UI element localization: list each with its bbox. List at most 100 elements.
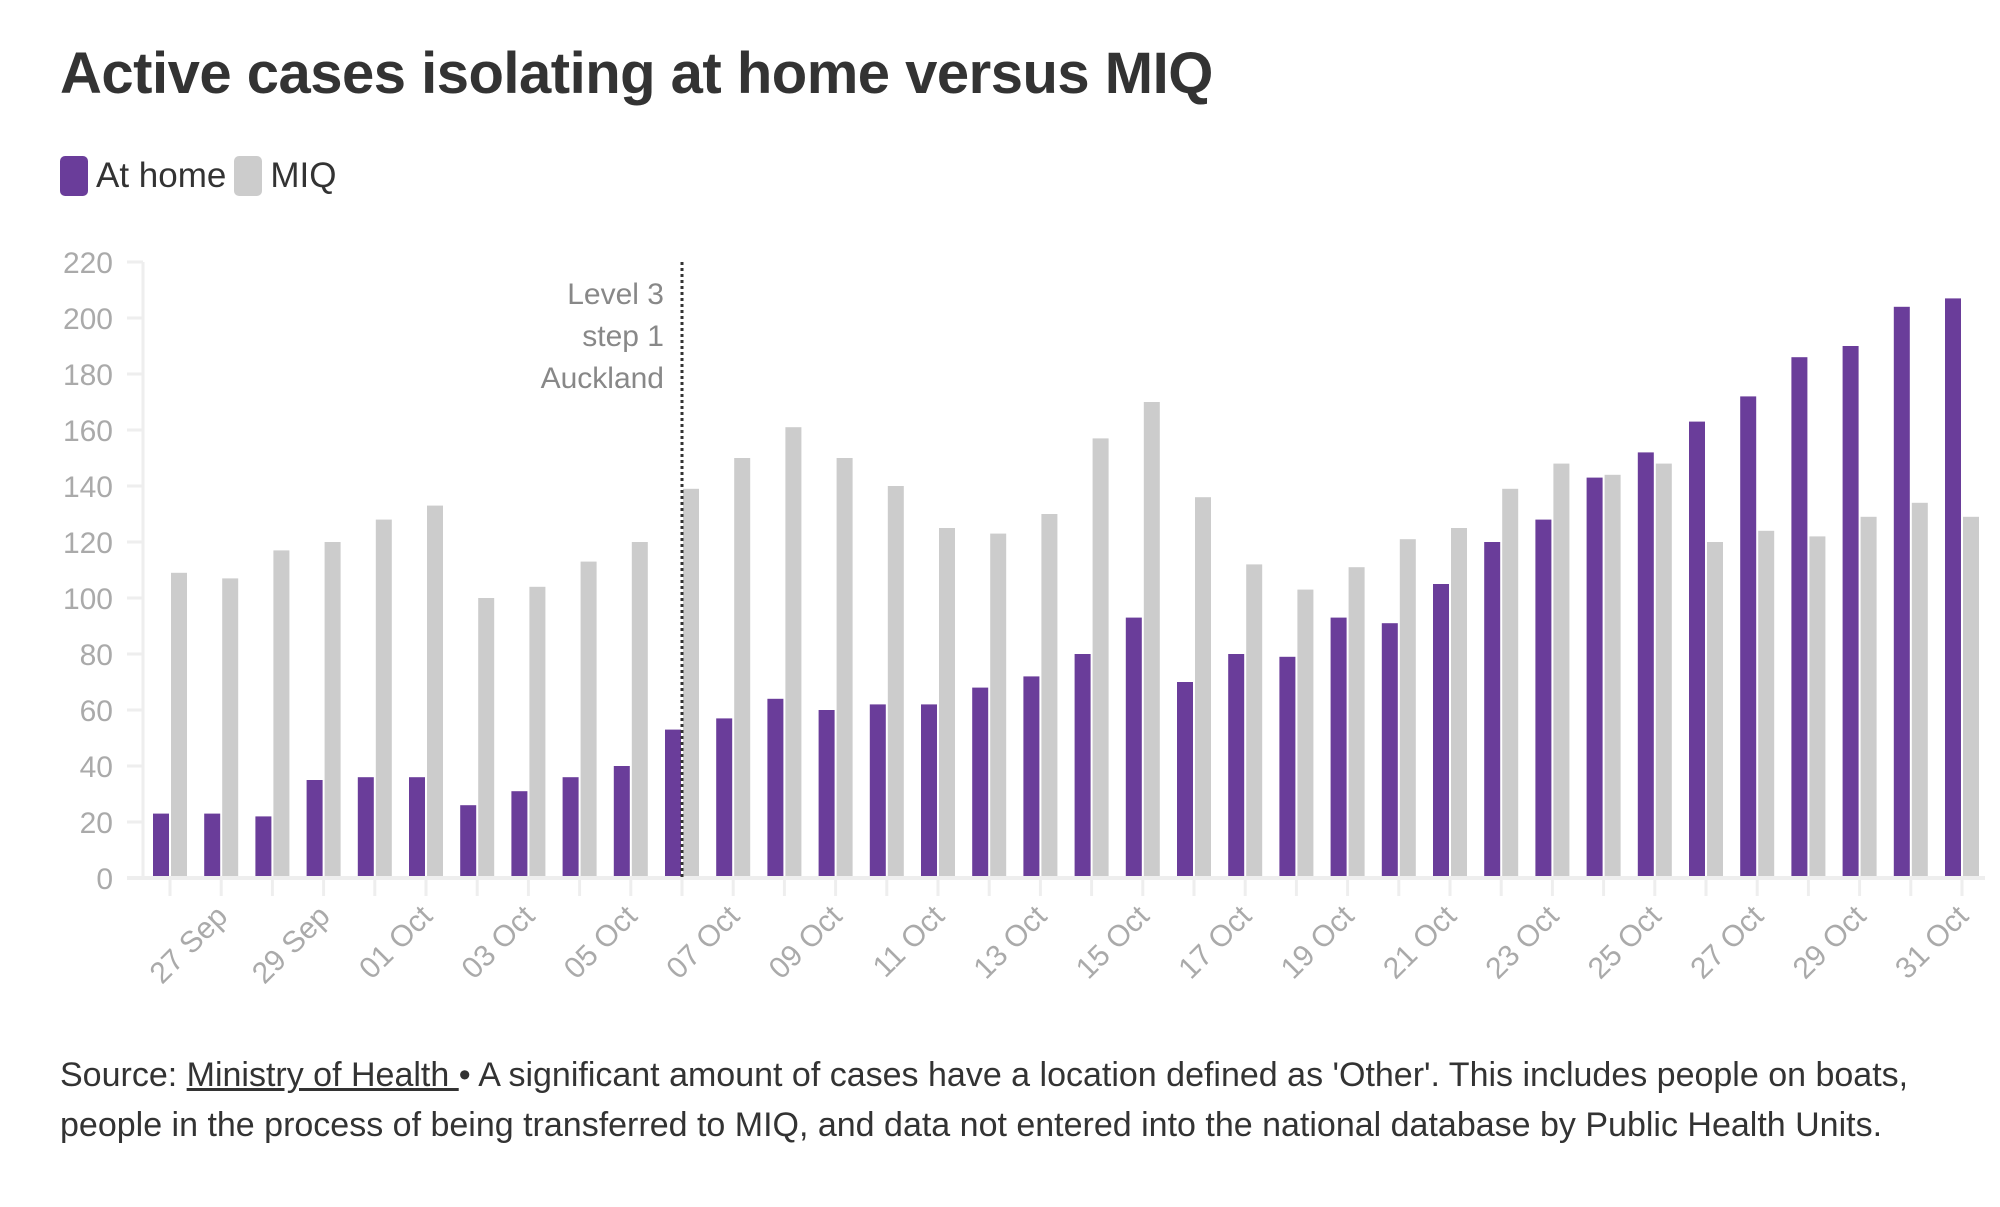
bar-miq [427,505,443,878]
annotation-level3: Level 3 step 1 Auckland [541,262,684,878]
x-tick-label: 05 Oct [558,899,644,985]
x-tick-label: 23 Oct [1480,899,1566,985]
bar-at-home [1945,298,1961,878]
source-link[interactable]: Ministry of Health [186,1056,459,1094]
annotation-text: step 1 [582,320,664,353]
x-tick-label: 21 Oct [1377,899,1463,985]
legend-item-at-home[interactable]: At home [60,156,226,196]
y-tick-label: 200 [63,303,113,336]
y-tick-label: 80 [80,639,113,672]
bar-miq [1041,514,1058,878]
bar-miq [1758,530,1775,878]
bar-miq [222,578,239,878]
y-tick-label: 40 [80,751,113,784]
bar-at-home [357,777,374,878]
x-tick-label: 29 Oct [1787,899,1873,985]
legend-item-miq[interactable]: MIQ [234,156,336,196]
bars [153,298,1979,878]
bar-miq [1348,567,1365,878]
bar-at-home [1484,542,1501,878]
bar-miq [1195,497,1211,878]
x-tick-label: 15 Oct [1070,899,1156,985]
bar-miq [171,572,187,878]
bar-miq [478,598,495,878]
y-tick-label: 100 [63,583,113,616]
x-tick-label: 27 Oct [1684,899,1770,985]
legend-swatch-at-home [60,156,88,196]
bar-at-home [818,710,835,878]
bar-miq [1911,502,1928,878]
bar-at-home [255,816,272,878]
bar-at-home [460,805,477,878]
bar-miq [1451,528,1467,878]
bar-miq [1092,438,1109,878]
x-axis: 27 Sep 29 Sep 01 Oct 03 Oct 05 Oct 07 Oct 09 O… [127,876,1985,991]
x-tick-label: 19 Oct [1275,899,1361,985]
bar-at-home [1893,306,1910,878]
bar-at-home [1791,357,1808,878]
bar-miq [324,542,341,878]
bar-at-home [613,766,630,878]
bar-at-home [716,718,733,878]
x-tick-label: 11 Oct [867,899,952,984]
bar-at-home [1279,656,1296,878]
y-tick-label: 220 [63,247,113,280]
bar-miq [1604,474,1621,878]
annotation-text: Auckland [541,362,664,395]
y-tick-label: 160 [63,415,113,448]
bar-at-home [1689,421,1705,878]
bar-at-home [1381,623,1398,878]
bar-miq [273,550,290,878]
bar-at-home [869,704,886,878]
x-tick-label: 17 Oct [1172,899,1258,985]
bar-at-home [972,687,989,878]
bar-miq [529,586,546,878]
bar-at-home [204,813,221,878]
bar-at-home [1433,584,1449,878]
bar-miq [785,427,802,878]
bar-at-home [153,813,169,878]
bar-miq [1963,516,1979,878]
bar-at-home [1228,654,1245,878]
bar-miq [887,486,904,878]
bar-miq [734,458,751,878]
bar-miq [683,488,699,878]
y-tick-label: 20 [80,807,113,840]
bar-miq [1246,564,1263,878]
bar-miq [990,533,1007,878]
bar-miq [580,561,597,878]
bar-miq [1502,488,1519,878]
bar-miq [1553,463,1570,878]
legend-label-miq: MIQ [270,156,337,195]
bar-miq [1143,402,1160,878]
x-tick-label: 01 Oct [353,899,439,985]
y-axis: 0 20 40 60 80 100 120 140 160 180 200 220 [63,247,145,896]
x-tick-label: 03 Oct [456,899,542,985]
bar-miq [1707,542,1723,878]
bar-at-home [1125,617,1142,878]
x-tick-label: 29 Sep [246,900,337,991]
bar-at-home [767,698,784,878]
x-tick-label: 25 Oct [1582,899,1668,985]
annotation-text: Level 3 [567,278,664,311]
bar-at-home [1842,346,1859,878]
x-tick-label: 07 Oct [660,899,746,985]
legend: At home MIQ [60,156,344,196]
bar-at-home [1637,452,1654,878]
x-tick-label: 09 Oct [763,899,849,985]
legend-label-at-home: At home [96,156,227,195]
bar-at-home [306,780,323,878]
y-tick-label: 60 [80,695,113,728]
bar-miq [1297,589,1314,878]
bar-at-home [665,729,681,878]
bar-at-home [562,777,579,878]
bar-at-home [1074,654,1091,878]
footer-note-text: • A significant amount of cases have a l… [60,1056,1909,1144]
bar-at-home [1330,617,1347,878]
footer-note: Source: Ministry of Health • A significa… [60,1050,1960,1150]
bar-miq [1399,539,1416,878]
x-tick-label: 31 Oct [1889,899,1975,985]
legend-swatch-miq [234,156,263,196]
bar-miq [631,542,648,878]
